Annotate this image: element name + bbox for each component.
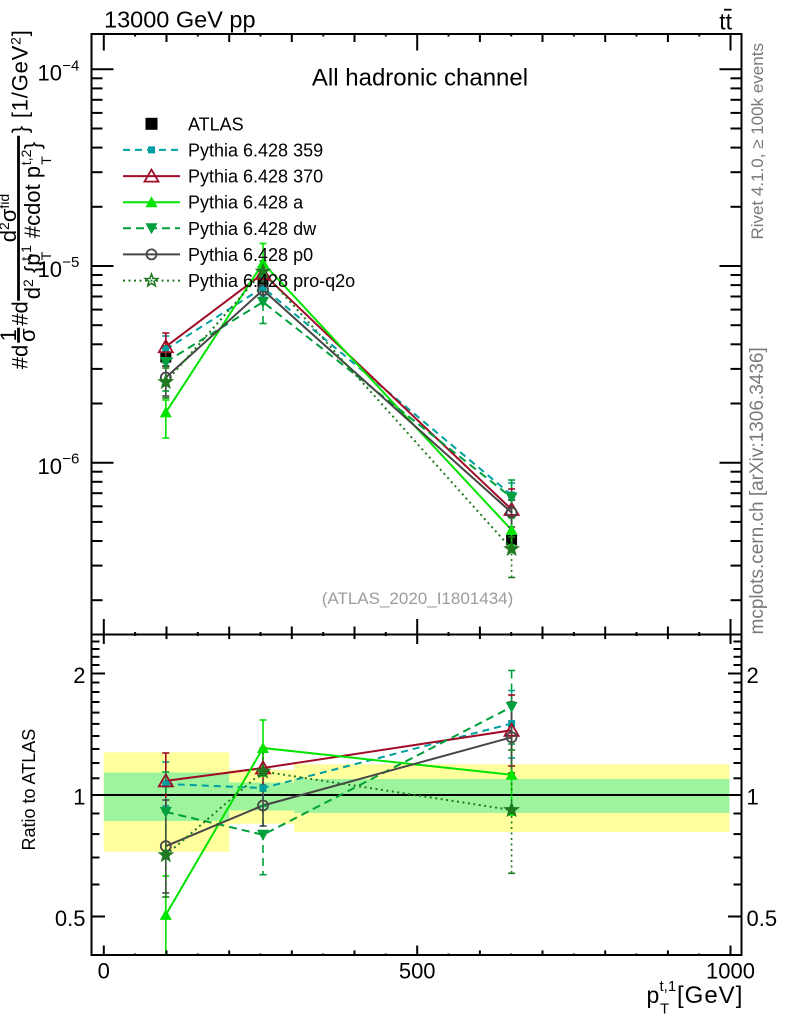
svg-text:T: T xyxy=(38,156,54,165)
svg-text:Pythia 6.428 p0: Pythia 6.428 p0 xyxy=(188,245,313,265)
svg-text:10: 10 xyxy=(38,454,62,479)
svg-text:[GeV]: [GeV] xyxy=(677,982,743,1009)
svg-text:#d: #d xyxy=(8,301,33,325)
svg-text:Pythia 6.428 dw: Pythia 6.428 dw xyxy=(188,219,317,239)
svg-text:−4: −4 xyxy=(62,57,79,74)
svg-text:13000 GeV pp: 13000 GeV pp xyxy=(104,6,256,32)
svg-text:2: 2 xyxy=(73,663,85,688)
svg-text:#d: #d xyxy=(8,345,33,369)
svg-text:#cdot p: #cdot p xyxy=(20,166,45,244)
svg-text:Pythia 6.428 359: Pythia 6.428 359 xyxy=(188,140,323,160)
svg-text:All hadronic channel: All hadronic channel xyxy=(312,65,528,92)
svg-text:T: T xyxy=(660,1001,669,1018)
svg-text:}: } xyxy=(20,142,45,149)
svg-text:Pythia 6.428 370: Pythia 6.428 370 xyxy=(188,167,323,187)
svg-text:ATLAS: ATLAS xyxy=(188,114,244,134)
svg-text:} [1/GeV2]: } [1/GeV2] xyxy=(8,29,33,133)
svg-text:Rivet 4.1.0, ≥ 100k events: Rivet 4.1.0, ≥ 100k events xyxy=(748,43,767,239)
svg-text:σ: σ xyxy=(15,328,40,342)
svg-text:(ATLAS_2020_I1801434): (ATLAS_2020_I1801434) xyxy=(322,589,514,608)
svg-text:p: p xyxy=(647,982,660,1008)
svg-text:tt: tt xyxy=(719,9,732,35)
svg-text:10: 10 xyxy=(38,257,62,282)
svg-text:0.5: 0.5 xyxy=(747,906,778,931)
svg-text:2: 2 xyxy=(747,663,759,688)
svg-text:−5: −5 xyxy=(62,254,79,271)
svg-text:1: 1 xyxy=(747,785,759,810)
svg-text:1: 1 xyxy=(73,785,85,810)
svg-text:mcplots.cern.ch [arXiv:1306.34: mcplots.cern.ch [arXiv:1306.3436] xyxy=(747,347,768,634)
svg-text:0.5: 0.5 xyxy=(55,906,86,931)
svg-text:1000: 1000 xyxy=(706,959,755,984)
svg-text:Pythia 6.428 a: Pythia 6.428 a xyxy=(188,193,304,213)
svg-text:1: 1 xyxy=(0,329,21,341)
svg-text:d2 {p: d2 {p xyxy=(20,253,45,299)
svg-text:d2σfid: d2σfid xyxy=(0,194,21,242)
svg-text:t,2: t,2 xyxy=(18,149,34,165)
svg-text:0: 0 xyxy=(98,959,110,984)
svg-text:T: T xyxy=(38,251,54,260)
svg-text:t,1: t,1 xyxy=(660,978,677,995)
svg-text:500: 500 xyxy=(399,959,436,984)
svg-text:Ratio to ATLAS: Ratio to ATLAS xyxy=(19,729,39,851)
svg-text:Pythia 6.428 pro-q2o: Pythia 6.428 pro-q2o xyxy=(188,271,355,291)
svg-text:10: 10 xyxy=(38,61,62,86)
svg-text:−6: −6 xyxy=(62,451,79,468)
svg-text:t,1: t,1 xyxy=(18,245,34,261)
